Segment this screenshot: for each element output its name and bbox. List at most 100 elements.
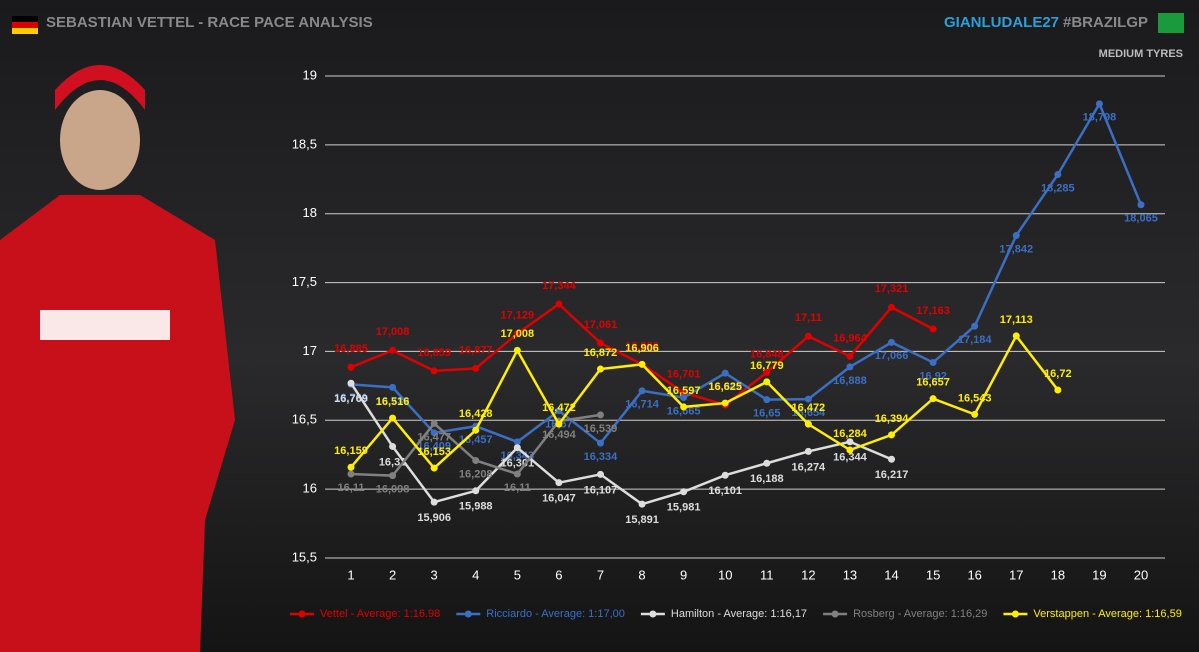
data-point — [389, 472, 397, 480]
data-label: 17,184 — [958, 334, 993, 346]
data-label: 16,859 — [417, 347, 451, 359]
data-point — [846, 352, 854, 360]
y-tick-label: 19 — [303, 67, 317, 82]
data-point — [472, 456, 480, 464]
data-label: 16,714 — [625, 399, 660, 411]
x-tick-label: 15 — [926, 567, 940, 582]
data-label: 16,11 — [338, 482, 365, 494]
flag — [1158, 13, 1184, 33]
data-label: 16,543 — [958, 392, 992, 404]
x-tick-label: 3 — [431, 567, 438, 582]
data-label: 16,428 — [459, 408, 493, 420]
x-tick-label: 20 — [1134, 567, 1148, 582]
data-label: 16,208 — [459, 468, 493, 480]
x-tick-label: 18 — [1051, 567, 1065, 582]
data-label: 16,11 — [504, 482, 531, 494]
data-label: 16,906 — [625, 342, 659, 354]
legend-swatch — [831, 610, 839, 618]
data-label: 16,65 — [753, 408, 781, 420]
driver-figure — [0, 65, 235, 652]
data-point — [929, 395, 937, 403]
data-label: 16,344 — [833, 452, 868, 464]
data-point — [555, 407, 563, 415]
data-point — [680, 403, 688, 411]
data-label: 16,343 — [500, 450, 534, 462]
data-point — [1054, 386, 1062, 394]
data-label: 16,477 — [417, 431, 451, 443]
data-label: 17,321 — [875, 283, 909, 295]
data-point — [430, 429, 438, 437]
data-point — [389, 383, 397, 391]
data-point — [638, 360, 646, 368]
data-point — [929, 358, 937, 366]
data-point — [596, 365, 604, 373]
legend-label: Vettel - Average: 1:16.98 — [320, 608, 440, 620]
data-point — [389, 346, 397, 354]
data-point — [638, 500, 646, 508]
data-label: 16,153 — [417, 446, 451, 458]
y-tick-label: 15,5 — [292, 549, 317, 564]
subtitle: MEDIUM TYRES — [1099, 48, 1183, 60]
x-tick-label: 17 — [1009, 567, 1023, 582]
data-point — [472, 487, 480, 495]
handle: GIANLUDALE27 — [944, 14, 1059, 31]
data-label: 16,665 — [667, 405, 701, 417]
data-label: 16,657 — [916, 377, 950, 389]
x-tick-label: 11 — [760, 567, 774, 582]
data-point — [596, 411, 604, 419]
data-point — [555, 479, 563, 487]
x-tick-label: 4 — [472, 567, 479, 582]
data-label: 16,842 — [708, 381, 742, 393]
data-label: 17,11 — [795, 312, 822, 324]
x-tick-label: 9 — [680, 567, 687, 582]
data-label: 16,888 — [833, 375, 867, 387]
data-point — [680, 394, 688, 402]
data-label: 16,539 — [584, 423, 618, 435]
data-point — [389, 442, 397, 450]
data-point — [472, 426, 480, 434]
data-label: 16,284 — [833, 428, 868, 440]
data-point — [971, 410, 979, 418]
x-tick-label: 6 — [555, 567, 562, 582]
data-point — [1012, 231, 1020, 239]
data-label: 16,516 — [376, 396, 410, 408]
data-label: 16,92 — [919, 370, 947, 382]
x-tick-label: 8 — [638, 567, 645, 582]
x-tick-label: 14 — [884, 567, 898, 582]
flag — [12, 16, 38, 22]
y-tick-label: 16 — [303, 481, 317, 496]
data-label: 15,891 — [625, 514, 659, 526]
data-point — [389, 414, 397, 422]
data-label: 16,274 — [792, 461, 827, 473]
data-point — [804, 447, 812, 455]
data-point — [804, 420, 812, 428]
data-label: 16,159 — [334, 445, 368, 457]
data-label: 16,472 — [542, 402, 576, 414]
data-point — [763, 459, 771, 467]
data-label: 17,129 — [500, 310, 534, 322]
data-label: 17,008 — [376, 326, 410, 338]
data-label: 16,494 — [542, 429, 577, 441]
data-point — [888, 303, 896, 311]
data-point — [1054, 170, 1062, 178]
hashtag: #BRAZILGP — [1063, 14, 1148, 31]
legend-label: Ricciardo - Average: 1:17,00 — [486, 608, 625, 620]
y-tick-label: 17 — [303, 343, 317, 358]
data-point — [513, 470, 521, 478]
data-point — [888, 338, 896, 346]
data-label: 16,625 — [708, 381, 742, 393]
legend-label: Rosberg - Average: 1:16,29 — [853, 608, 987, 620]
data-label: 17,842 — [999, 243, 1033, 255]
data-label: 16,906 — [625, 340, 659, 352]
data-label: 16,334 — [584, 451, 619, 463]
data-label: 16,394 — [875, 413, 910, 425]
data-point — [763, 396, 771, 404]
data-label: 16,769 — [334, 393, 368, 405]
data-label: 16,098 — [376, 484, 410, 496]
data-point — [971, 322, 979, 330]
data-point — [513, 346, 521, 354]
data-label: 15,988 — [459, 501, 493, 513]
data-point — [513, 330, 521, 338]
data-label: 17,163 — [916, 305, 950, 317]
